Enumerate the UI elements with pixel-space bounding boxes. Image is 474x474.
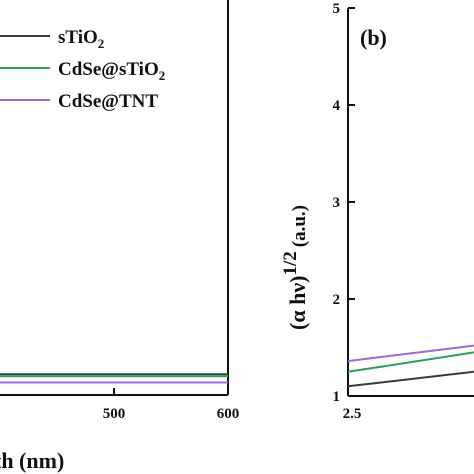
- panel-b-ytick-label-0: 1: [333, 389, 341, 405]
- panel-b-ytick-label-3: 4: [333, 98, 341, 114]
- panel-b-series-line-0: [347, 370, 474, 388]
- panel-a-ticks-group: 500 600: [103, 388, 240, 422]
- panel-b-ytick-label-4: 5: [333, 1, 341, 17]
- panel-a-xtick-label-0: 500: [103, 406, 126, 422]
- panel-b-series-line-1: [347, 351, 474, 373]
- panel-a-xlabel: th (nm): [0, 448, 64, 473]
- panel-b-ylabel: (α hν)1/2(a.u.): [280, 205, 310, 330]
- panel-b-ytick-label-2: 3: [333, 195, 341, 211]
- panel-b-ytick-label-1: 2: [333, 292, 341, 308]
- panel-b-series-group: [347, 344, 474, 388]
- legend-label-cdse-stio2: CdSe@sTiO2: [58, 59, 165, 83]
- panel-a-xtick-label-1: 600: [217, 406, 240, 422]
- panel-b: 1 2 3 4 5 2.5 (b) (α hν)1/2(a.u.): [280, 1, 474, 422]
- panel-b-xtick-label-0: 2.5: [343, 406, 362, 422]
- panel-a-legend: sTiO2 CdSe@sTiO2 CdSe@TNT: [0, 27, 165, 112]
- legend-label-cdse-tnt: CdSe@TNT: [58, 91, 158, 112]
- panel-b-series-line-2: [347, 344, 474, 363]
- panel-b-label: (b): [360, 25, 387, 50]
- legend-label-stio2: sTiO2: [58, 27, 104, 51]
- panel-a-series-group: [0, 373, 228, 384]
- panel-a: 500 600 sTiO2 CdSe@sTiO2 CdSe@TNT th (nm): [0, 0, 239, 473]
- panel-b-ticks-group: 1 2 3 4 5 2.5: [333, 1, 362, 422]
